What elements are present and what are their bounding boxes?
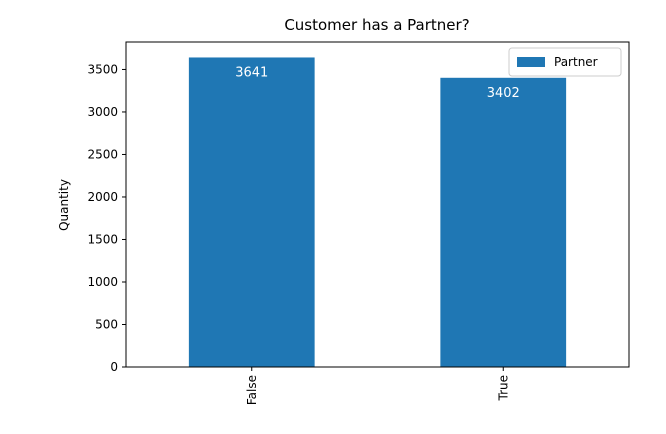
y-axis-label: Quantity [57,179,71,231]
legend-label: Partner [554,55,598,69]
bar [440,77,567,368]
y-tick-label: 2500 [87,147,118,161]
data-label: 3641 [235,65,268,80]
y-tick-label: 1500 [87,232,118,246]
y-tick-label: 3500 [87,62,118,76]
chart-title: Customer has a Partner? [284,16,469,34]
legend-swatch [517,57,545,67]
x-tick-label: True [496,375,510,402]
y-tick-label: 1000 [87,275,118,289]
y-tick-label: 0 [110,360,118,374]
bar [188,57,315,368]
y-tick-label: 3000 [87,105,118,119]
data-label: 3402 [487,86,520,101]
legend-box [508,47,622,77]
y-tick-label: 2000 [87,190,118,204]
y-tick-label: 500 [95,317,118,331]
x-tick-label: False [245,375,259,405]
plot-frame [125,41,630,368]
plot-area: 3641 False 3402 True 0 500 1000 1500 2000 2500 300… [87,41,630,405]
